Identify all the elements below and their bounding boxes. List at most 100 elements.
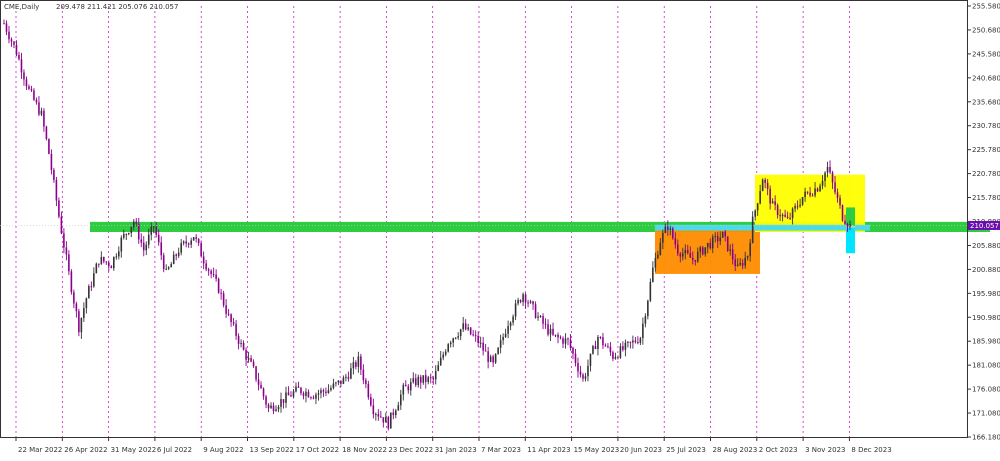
candle-body <box>572 347 574 354</box>
candle-body <box>721 231 724 238</box>
candle-body <box>404 384 407 387</box>
candle-body <box>100 256 103 264</box>
zone-cyan-band <box>655 224 870 231</box>
candle-body <box>507 326 509 334</box>
candle-body <box>3 23 5 25</box>
candle-body <box>70 271 73 293</box>
candle-body <box>459 329 462 337</box>
x-tick-label: 7 Mar 2023 <box>481 446 521 454</box>
candle-body <box>756 203 759 211</box>
candle-body <box>192 237 195 241</box>
candle-body <box>622 346 624 350</box>
x-tick-label: 17 Oct 2022 <box>296 446 339 454</box>
candle-body <box>677 244 679 254</box>
candle-body <box>599 336 602 338</box>
candle-body <box>587 365 589 377</box>
candle-body <box>385 417 387 423</box>
candle-body <box>135 221 138 224</box>
candle-body <box>427 377 430 382</box>
y-tick-label: 220.780 <box>972 170 1000 178</box>
candle-body <box>714 235 717 237</box>
candle-body <box>444 351 447 355</box>
candle-body <box>93 273 95 287</box>
candle-body <box>20 59 23 73</box>
candle-body <box>424 375 427 382</box>
candle-body <box>417 376 420 386</box>
candle-body <box>322 390 325 392</box>
y-tick-label: 190.980 <box>972 314 1000 322</box>
candle-body <box>342 377 345 384</box>
candle-body <box>185 241 187 244</box>
candle-body <box>130 226 133 234</box>
y-tick-label: 171.080 <box>972 410 1000 418</box>
candle-body <box>320 390 322 394</box>
x-tick-label: 23 Dec 2022 <box>388 446 433 454</box>
y-tick-label: 200.880 <box>972 266 1000 274</box>
candle-body <box>801 197 804 205</box>
zone-support-resistance <box>90 221 990 233</box>
candle-body <box>127 233 130 235</box>
candle-body <box>80 317 83 333</box>
candle-body <box>337 380 340 383</box>
candle-body <box>544 323 547 325</box>
candle-body <box>814 188 816 196</box>
x-tick-label: 18 Nov 2022 <box>342 446 387 454</box>
candle-body <box>649 281 652 301</box>
candle-body <box>482 342 484 351</box>
candle-body <box>73 292 75 304</box>
candle-body <box>282 399 285 403</box>
candle-body <box>35 99 38 103</box>
candle-body <box>202 256 205 264</box>
candle-body <box>512 316 514 323</box>
candle-body <box>257 379 260 385</box>
candle-body <box>98 263 100 265</box>
candle-body <box>195 237 197 239</box>
candle-body <box>751 216 754 243</box>
candle-body <box>8 31 10 40</box>
candle-body <box>65 247 68 255</box>
candle-body <box>804 191 806 198</box>
chart-symbol-label: CME,Daily <box>4 3 39 11</box>
candle-body <box>105 261 108 263</box>
x-tick-label: 20 Jun 2023 <box>620 446 662 454</box>
x-tick-label: 2 Oct 2023 <box>759 446 798 454</box>
candle-body <box>262 388 265 397</box>
candle-body <box>222 293 225 306</box>
candle-body <box>300 387 302 394</box>
y-tick-label: 185.980 <box>972 338 1000 346</box>
candle-body <box>532 301 534 305</box>
candle-body <box>312 397 315 399</box>
candle-body <box>806 191 809 193</box>
y-tick-label: 225.780 <box>972 146 1000 154</box>
candle-body <box>569 339 572 348</box>
candle-body <box>395 410 397 416</box>
candle-body <box>582 374 584 379</box>
candle-body <box>577 362 579 372</box>
candle-body <box>574 353 577 363</box>
candle-body <box>704 247 707 255</box>
candle-body <box>220 292 222 294</box>
candle-body <box>330 388 332 391</box>
candle-body <box>669 228 672 230</box>
candle-body <box>597 336 599 349</box>
candle-body <box>489 356 492 362</box>
candle-body <box>402 384 405 395</box>
candle-body <box>809 192 811 196</box>
candle-body <box>165 268 168 270</box>
candle-body <box>387 417 390 429</box>
candle-body <box>469 327 472 335</box>
candle-body <box>117 251 120 257</box>
candle-body <box>287 392 290 396</box>
candle-body <box>285 392 287 403</box>
candle-body <box>449 342 452 345</box>
candle-body <box>614 356 617 359</box>
candle-body <box>746 256 749 258</box>
candle-body <box>103 256 105 262</box>
candle-body <box>10 39 13 42</box>
candle-body <box>190 240 192 245</box>
candle-body <box>472 334 474 336</box>
candle-body <box>390 412 392 429</box>
candle-body <box>182 241 185 244</box>
candle-body <box>841 205 844 221</box>
